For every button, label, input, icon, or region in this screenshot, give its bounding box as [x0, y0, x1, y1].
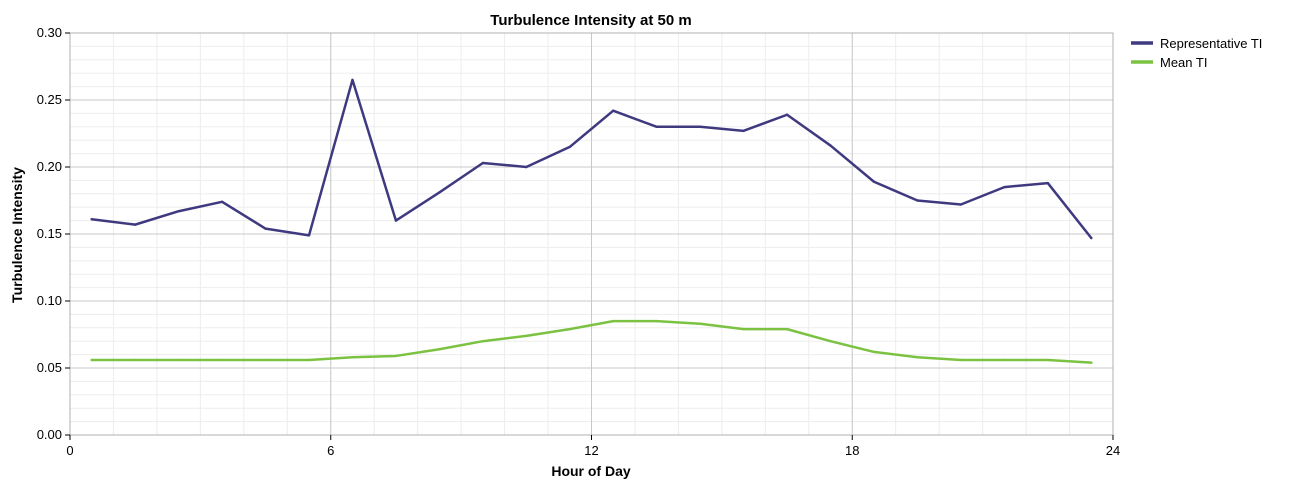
data-point [133, 223, 137, 226]
data-point [1090, 361, 1093, 364]
data-point [785, 327, 789, 331]
data-point [916, 356, 919, 359]
data-point [872, 180, 876, 183]
data-point [655, 125, 658, 128]
data-point [568, 327, 571, 331]
data-point [177, 210, 180, 213]
data-point [351, 78, 354, 82]
data-point [307, 234, 311, 237]
x-tick-label: 0 [66, 443, 73, 458]
major-grid [69, 32, 1114, 436]
data-point [264, 227, 267, 230]
data-point [90, 358, 93, 362]
y-axis-ticks: 0.00 0.05 0.10 0.15 0.20 0.25 0.30 [37, 25, 70, 442]
data-point [177, 358, 180, 362]
series-layer [90, 78, 1093, 364]
data-point [1003, 358, 1006, 362]
data-point [394, 354, 398, 358]
data-point [220, 358, 224, 362]
data-point [959, 203, 963, 206]
x-tick-label: 12 [584, 443, 598, 458]
data-point [90, 218, 93, 221]
data-point [742, 129, 745, 133]
data-point [829, 144, 832, 147]
chart-title: Turbulence Intensity at 50 m [490, 12, 691, 29]
data-point [133, 358, 137, 362]
data-point [394, 219, 398, 222]
x-tick-label: 6 [327, 443, 334, 458]
data-point [655, 319, 658, 323]
y-tick-label: 0.00 [37, 427, 62, 442]
data-point [959, 358, 963, 362]
data-point [698, 125, 702, 128]
data-point [785, 113, 789, 116]
data-point [525, 165, 528, 169]
series-line-2 [90, 319, 1093, 364]
data-point [438, 348, 441, 351]
x-tick-label: 18 [845, 443, 859, 458]
data-point [220, 200, 224, 204]
x-axis-ticks: 0 6 12 18 24 [66, 435, 1120, 458]
data-point [481, 161, 485, 165]
data-point [612, 319, 615, 323]
data-point [872, 350, 876, 354]
data-point [829, 340, 832, 343]
data-point [916, 199, 919, 202]
y-tick-label: 0.05 [37, 360, 62, 375]
legend-label: Mean TI [1160, 55, 1207, 70]
y-axis-title: Turbulence Intensity [9, 167, 25, 303]
data-point [307, 358, 311, 362]
data-point [698, 322, 702, 325]
x-tick-label: 24 [1106, 443, 1120, 458]
series-line-1 [90, 78, 1093, 240]
data-point [1046, 358, 1050, 362]
legend: Representative TI Mean TI [1131, 36, 1262, 70]
y-tick-label: 0.25 [37, 92, 62, 107]
data-point [1003, 185, 1006, 189]
data-point [525, 334, 528, 338]
y-tick-label: 0.20 [37, 159, 62, 174]
x-axis-title: Hour of Day [551, 463, 631, 479]
data-point [264, 358, 267, 362]
data-point [612, 109, 615, 112]
data-point [438, 191, 441, 194]
legend-label: Representative TI [1160, 36, 1262, 51]
data-point [1090, 236, 1093, 240]
y-tick-label: 0.30 [37, 25, 62, 40]
y-tick-label: 0.10 [37, 293, 62, 308]
data-point [742, 327, 745, 331]
y-tick-label: 0.15 [37, 226, 62, 241]
data-point [1046, 181, 1050, 185]
data-point [481, 340, 485, 343]
data-point [568, 145, 571, 149]
data-point [351, 356, 354, 359]
